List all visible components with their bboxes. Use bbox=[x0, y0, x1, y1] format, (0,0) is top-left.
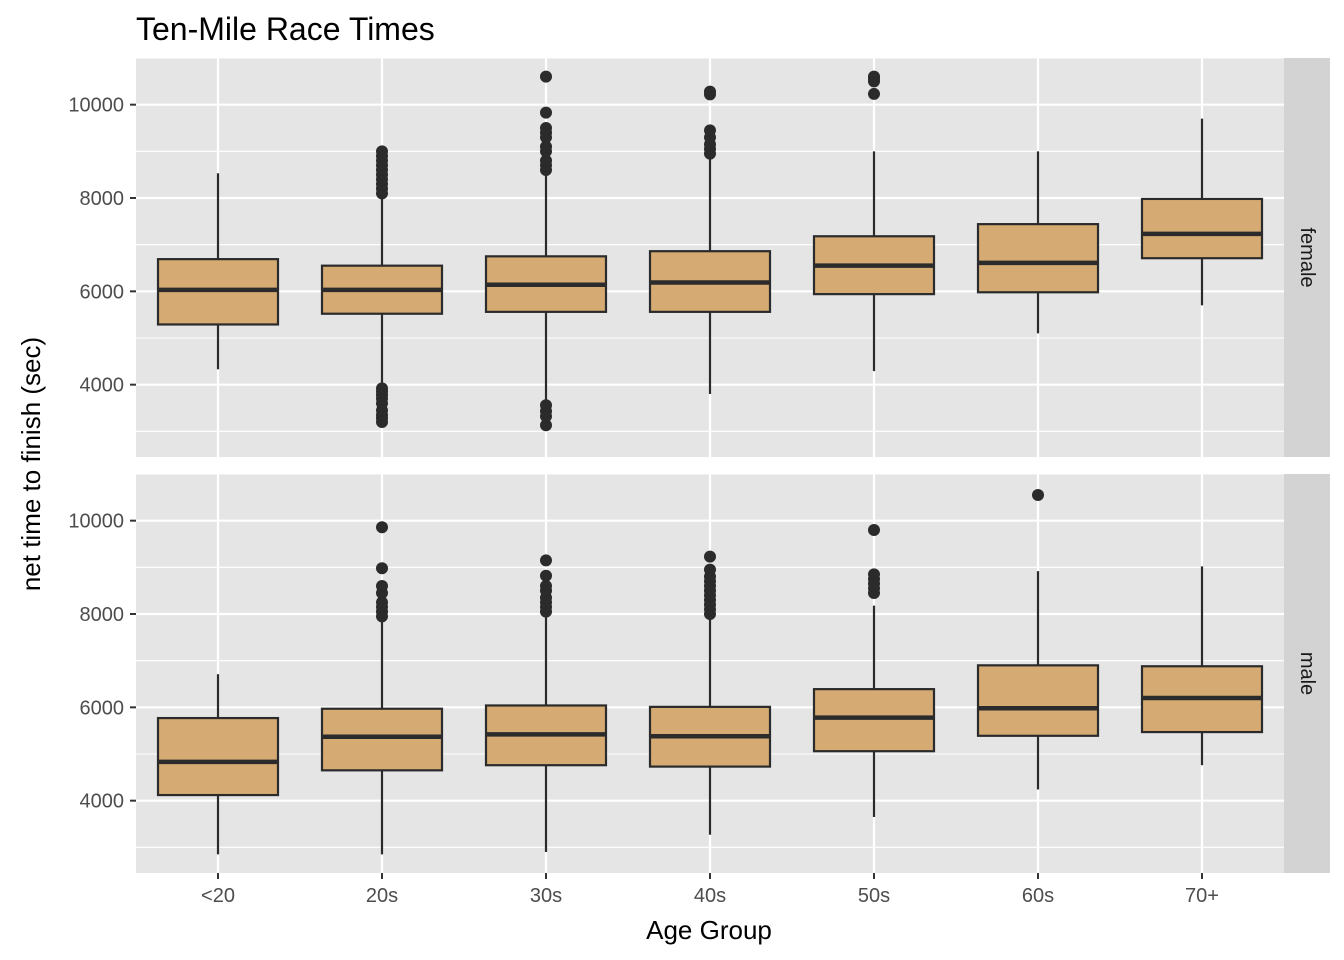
y-tick-label: 8000 bbox=[80, 188, 125, 210]
box-male-30s bbox=[484, 554, 608, 852]
facet-panel-male: 4000 6000 8000 10000 male bbox=[68, 473, 1330, 873]
box-male-60s bbox=[976, 489, 1100, 790]
facet-strip bbox=[1284, 58, 1330, 457]
outlier-point bbox=[704, 550, 716, 563]
outlier-point bbox=[376, 562, 388, 575]
y-tick-label: 10000 bbox=[68, 95, 124, 117]
box-iqr bbox=[156, 716, 280, 797]
outlier-point bbox=[540, 106, 552, 119]
x-tick-label: <20 bbox=[201, 885, 235, 907]
box-iqr bbox=[812, 688, 936, 753]
outlier-point bbox=[540, 419, 552, 432]
box-male-<20 bbox=[156, 674, 280, 855]
box-female-50s bbox=[812, 70, 936, 372]
outlier-point bbox=[704, 124, 716, 137]
box-female-40s bbox=[648, 85, 772, 394]
box-iqr bbox=[320, 707, 444, 772]
x-tick-label: 30s bbox=[530, 885, 562, 907]
x-tick-label: 70+ bbox=[1185, 885, 1219, 907]
outlier-point bbox=[868, 87, 880, 100]
box-male-40s bbox=[648, 550, 772, 835]
outlier-point bbox=[540, 140, 552, 153]
outlier-point bbox=[868, 70, 880, 83]
box-female-20s bbox=[320, 145, 444, 428]
y-tick-label: 4000 bbox=[80, 375, 125, 397]
y-axis-title: net time to finish (sec) bbox=[16, 337, 46, 591]
y-tick-label: 6000 bbox=[80, 697, 125, 719]
outlier-point bbox=[704, 85, 716, 98]
box-female-60s bbox=[976, 151, 1100, 334]
x-tick-label: 60s bbox=[1022, 885, 1054, 907]
box-iqr bbox=[976, 223, 1100, 294]
box-iqr bbox=[976, 664, 1100, 737]
box-female-30s bbox=[484, 70, 608, 432]
x-axis: <20 20s 30s 40s 50s 60s 70+ bbox=[201, 873, 1219, 907]
facet-panel-female: 4000 6000 8000 10000 female bbox=[68, 57, 1330, 457]
outlier-point bbox=[540, 580, 552, 592]
outlier-point bbox=[540, 122, 552, 134]
facet-strip-label: male bbox=[1296, 652, 1318, 695]
facet-strip bbox=[1284, 474, 1330, 873]
outlier-point bbox=[540, 154, 552, 167]
box-iqr bbox=[1140, 197, 1264, 260]
y-tick-label: 4000 bbox=[80, 791, 125, 813]
chart-title: Ten-Mile Race Times bbox=[136, 11, 435, 47]
y-tick-label: 10000 bbox=[68, 511, 124, 533]
outlier-point bbox=[376, 382, 388, 395]
outlier-point bbox=[540, 569, 552, 582]
box-male-20s bbox=[320, 521, 444, 855]
box-female-<20 bbox=[156, 173, 280, 370]
box-female-70+ bbox=[1140, 118, 1264, 306]
facet-strip-label: female bbox=[1296, 227, 1318, 287]
y-tick-label: 8000 bbox=[80, 604, 125, 626]
outlier-point bbox=[376, 596, 388, 609]
outlier-point bbox=[540, 70, 552, 83]
outlier-point bbox=[540, 554, 552, 567]
x-axis-title: Age Group bbox=[646, 915, 772, 945]
x-tick-label: 20s bbox=[366, 885, 398, 907]
outlier-point bbox=[1032, 489, 1044, 501]
outlier-point bbox=[540, 399, 552, 412]
outlier-point bbox=[376, 145, 388, 158]
box-male-70+ bbox=[1140, 566, 1264, 766]
outlier-point bbox=[868, 568, 880, 581]
outlier-point bbox=[376, 521, 388, 534]
outlier-point bbox=[868, 524, 880, 536]
y-tick-label: 6000 bbox=[80, 281, 125, 303]
x-tick-label: 50s bbox=[858, 885, 890, 907]
box-male-50s bbox=[812, 524, 936, 817]
outlier-point bbox=[376, 580, 388, 592]
outlier-point bbox=[704, 563, 716, 576]
facet-panels: 4000 6000 8000 10000 female 4000 6000 8000 10000… bbox=[68, 57, 1330, 873]
x-tick-label: 40s bbox=[694, 885, 726, 907]
